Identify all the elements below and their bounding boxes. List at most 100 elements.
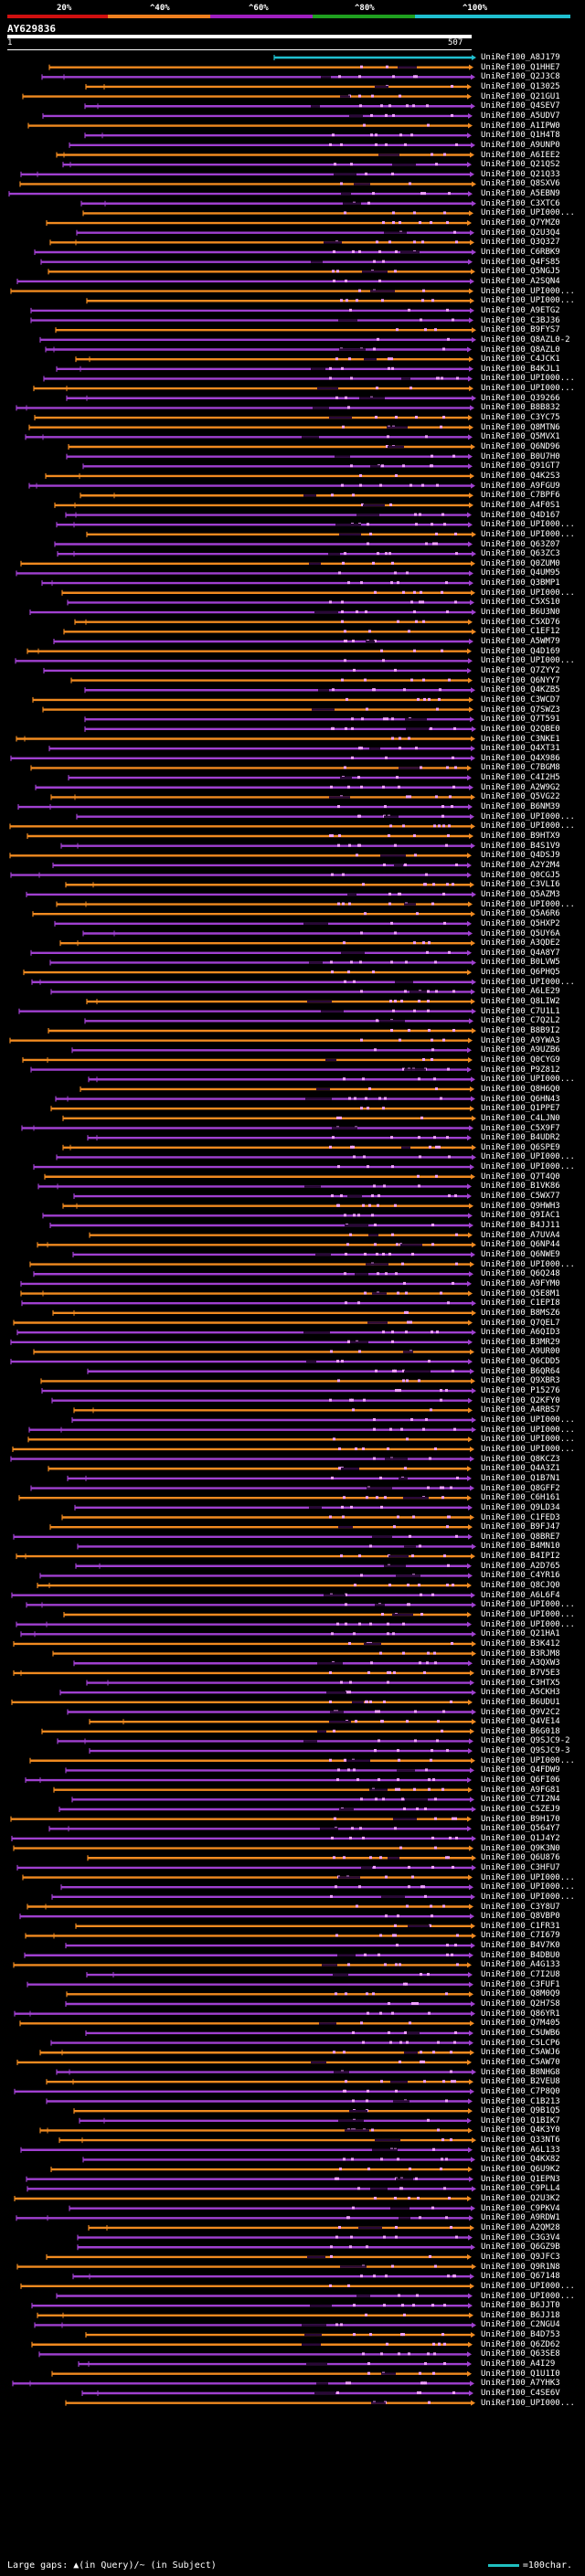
- hit-label[interactable]: UniRef100_C7I2U8: [481, 1970, 560, 1980]
- hit-label[interactable]: UniRef100_Q7T591: [481, 715, 560, 725]
- hit-label[interactable]: UniRef100_C1EF12: [481, 627, 560, 637]
- hit-label[interactable]: UniRef100_Q9IAC1: [481, 1211, 560, 1221]
- hit-label[interactable]: UniRef100_B7V5E3: [481, 1668, 560, 1678]
- hit-label[interactable]: UniRef100_Q1HHE7: [481, 62, 560, 72]
- hit-label[interactable]: UniRef100_B3RJM8: [481, 1648, 560, 1659]
- hit-label[interactable]: UniRef100_A6L6F4: [481, 1590, 560, 1600]
- hit-label[interactable]: UniRef100_C5LCP6: [481, 2038, 560, 2048]
- hit-label[interactable]: UniRef100_Q6ZD62: [481, 2339, 560, 2349]
- hit-label[interactable]: UniRef100_UPI000...: [481, 977, 575, 987]
- hit-label[interactable]: UniRef100_Q9SJC9-3: [481, 1746, 570, 1756]
- hit-label[interactable]: UniRef100_B1VK86: [481, 1182, 560, 1192]
- hit-label[interactable]: UniRef100_B4KJL1: [481, 364, 560, 374]
- hit-label[interactable]: UniRef100_Q4K2S3: [481, 471, 560, 481]
- hit-label[interactable]: UniRef100_Q4DSJ9: [481, 851, 560, 861]
- hit-label[interactable]: UniRef100_Q8CJQ0: [481, 1581, 560, 1591]
- hit-label[interactable]: UniRef100_B2VEU8: [481, 2077, 560, 2087]
- hit-label[interactable]: UniRef100_A9FGU9: [481, 481, 560, 491]
- hit-label[interactable]: UniRef100_A6LE29: [481, 987, 560, 997]
- hit-label[interactable]: UniRef100_Q9K3N0: [481, 1843, 560, 1853]
- hit-label[interactable]: UniRef100_Q21Q33: [481, 169, 560, 179]
- hit-label[interactable]: UniRef100_Q2U3K2: [481, 2194, 560, 2203]
- hit-label[interactable]: UniRef100_Q6HN43: [481, 1094, 560, 1104]
- hit-label[interactable]: UniRef100_B9FYS7: [481, 325, 560, 335]
- hit-label[interactable]: UniRef100_B6G018: [481, 1726, 560, 1736]
- hit-label[interactable]: UniRef100_Q0CGJ5: [481, 870, 560, 880]
- hit-label[interactable]: UniRef100_Q4K3Y0: [481, 2125, 560, 2136]
- hit-label[interactable]: UniRef100_A3QXW3: [481, 1659, 560, 1669]
- hit-label[interactable]: UniRef100_B4V7K0: [481, 1941, 560, 1951]
- hit-label[interactable]: UniRef100_Q6U9K2: [481, 2165, 560, 2175]
- hit-label[interactable]: UniRef100_Q2U3Q4: [481, 228, 560, 238]
- hit-label[interactable]: UniRef100_C5WX77: [481, 1192, 560, 1202]
- hit-label[interactable]: UniRef100_C3HFU7: [481, 1862, 560, 1872]
- hit-label[interactable]: UniRef100_C3XTC6: [481, 198, 560, 208]
- hit-label[interactable]: UniRef100_Q0CYG9: [481, 1055, 560, 1065]
- hit-label[interactable]: UniRef100_UPI000...: [481, 1435, 575, 1445]
- hit-label[interactable]: UniRef100_A4I29: [481, 2359, 556, 2369]
- hit-label[interactable]: UniRef100_A2SQN4: [481, 276, 560, 286]
- hit-label[interactable]: UniRef100_B6JJ18: [481, 2310, 560, 2320]
- hit-label[interactable]: UniRef100_UPI000...: [481, 208, 575, 218]
- hit-label[interactable]: UniRef100_Q0ZUM0: [481, 558, 560, 568]
- hit-label[interactable]: UniRef100_Q6U876: [481, 1853, 560, 1863]
- hit-label[interactable]: UniRef100_C1FED3: [481, 1512, 560, 1522]
- hit-label[interactable]: UniRef100_C2NGU4: [481, 2320, 560, 2330]
- hit-label[interactable]: UniRef100_UPI000...: [481, 1892, 575, 1902]
- hit-label[interactable]: UniRef100_UPI000...: [481, 822, 575, 832]
- hit-label[interactable]: UniRef100_Q8MTN6: [481, 422, 560, 432]
- hit-label[interactable]: UniRef100_UPI000...: [481, 1755, 575, 1765]
- hit-label[interactable]: UniRef100_A5CKH3: [481, 1688, 560, 1698]
- hit-label[interactable]: UniRef100_A9YWA3: [481, 1035, 560, 1045]
- hit-label[interactable]: UniRef100_B4S1V9: [481, 841, 560, 851]
- hit-label[interactable]: UniRef100_C3YC75: [481, 413, 560, 423]
- hit-label[interactable]: UniRef100_Q5MVX1: [481, 432, 560, 442]
- hit-label[interactable]: UniRef100_Q21HA1: [481, 1629, 560, 1639]
- hit-label[interactable]: UniRef100_B8B832: [481, 403, 560, 413]
- hit-label[interactable]: UniRef100_UPI000...: [481, 520, 575, 530]
- hit-label[interactable]: UniRef100_Q4A8Y7: [481, 948, 560, 958]
- hit-label[interactable]: UniRef100_Q1EPN3: [481, 2174, 560, 2184]
- hit-label[interactable]: UniRef100_B4JJ11: [481, 1221, 560, 1230]
- hit-label[interactable]: UniRef100_A9UNP0: [481, 140, 560, 150]
- hit-label[interactable]: UniRef100_Q7YMZ0: [481, 218, 560, 228]
- hit-label[interactable]: UniRef100_Q9R1N8: [481, 2262, 560, 2272]
- hit-label[interactable]: UniRef100_C7Q2L2: [481, 1016, 560, 1026]
- hit-label[interactable]: UniRef100_C5X9F7: [481, 1123, 560, 1133]
- hit-label[interactable]: UniRef100_A7YHK3: [481, 2379, 560, 2389]
- hit-label[interactable]: UniRef100_A7UVA4: [481, 1230, 560, 1240]
- hit-label[interactable]: UniRef100_Q3BMP1: [481, 578, 560, 588]
- hit-label[interactable]: UniRef100_Q8KCZ3: [481, 1454, 560, 1464]
- hit-label[interactable]: UniRef100_Q6FI06: [481, 1776, 560, 1786]
- hit-label[interactable]: UniRef100_C9PLL4: [481, 2184, 560, 2194]
- hit-label[interactable]: UniRef100_C5XS10: [481, 598, 560, 608]
- hit-label[interactable]: UniRef100_C6H161: [481, 1493, 560, 1503]
- hit-label[interactable]: UniRef100_A2D765: [481, 1561, 560, 1571]
- hit-label[interactable]: UniRef100_B8NHG8: [481, 2067, 560, 2077]
- hit-label[interactable]: UniRef100_Q91GT7: [481, 461, 560, 472]
- hit-label[interactable]: UniRef100_UPI000...: [481, 2291, 575, 2301]
- hit-label[interactable]: UniRef100_Q8VBP0: [481, 1912, 560, 1922]
- hit-label[interactable]: UniRef100_UPI000...: [481, 899, 575, 909]
- hit-label[interactable]: UniRef100_A6L133: [481, 2145, 560, 2155]
- hit-label[interactable]: UniRef100_C4SE6V: [481, 2389, 560, 2398]
- hit-label[interactable]: UniRef100_B0LVW5: [481, 958, 560, 968]
- hit-label[interactable]: UniRef100_Q6NWE9: [481, 1249, 560, 1259]
- hit-label[interactable]: UniRef100_UPI000...: [481, 1882, 575, 1892]
- hit-label[interactable]: UniRef100_Q6NP44: [481, 1240, 560, 1250]
- hit-label[interactable]: UniRef100_C5UWB6: [481, 2028, 560, 2038]
- hit-label[interactable]: UniRef100_Q9LD34: [481, 1502, 560, 1512]
- hit-label[interactable]: UniRef100_Q9JFC3: [481, 2252, 560, 2262]
- hit-label[interactable]: UniRef100_A2Y2M4: [481, 860, 560, 870]
- hit-label[interactable]: UniRef100_UPI000...: [481, 1425, 575, 1435]
- hit-label[interactable]: UniRef100_C5AW70: [481, 2057, 560, 2067]
- hit-label[interactable]: UniRef100_Q6SPE9: [481, 1142, 560, 1152]
- hit-label[interactable]: UniRef100_A8J179: [481, 53, 560, 62]
- hit-label[interactable]: UniRef100_UPI000...: [481, 1872, 575, 1882]
- hit-label[interactable]: UniRef100_Q7SWZ3: [481, 705, 560, 715]
- hit-label[interactable]: UniRef100_Q8GFF2: [481, 1483, 560, 1493]
- hit-label[interactable]: UniRef100_C7BGM8: [481, 763, 560, 773]
- hit-label[interactable]: UniRef100_Q7ZYY2: [481, 665, 560, 675]
- hit-label[interactable]: UniRef100_C9PKV4: [481, 2203, 560, 2213]
- hit-label[interactable]: UniRef100_UPI000...: [481, 1075, 575, 1085]
